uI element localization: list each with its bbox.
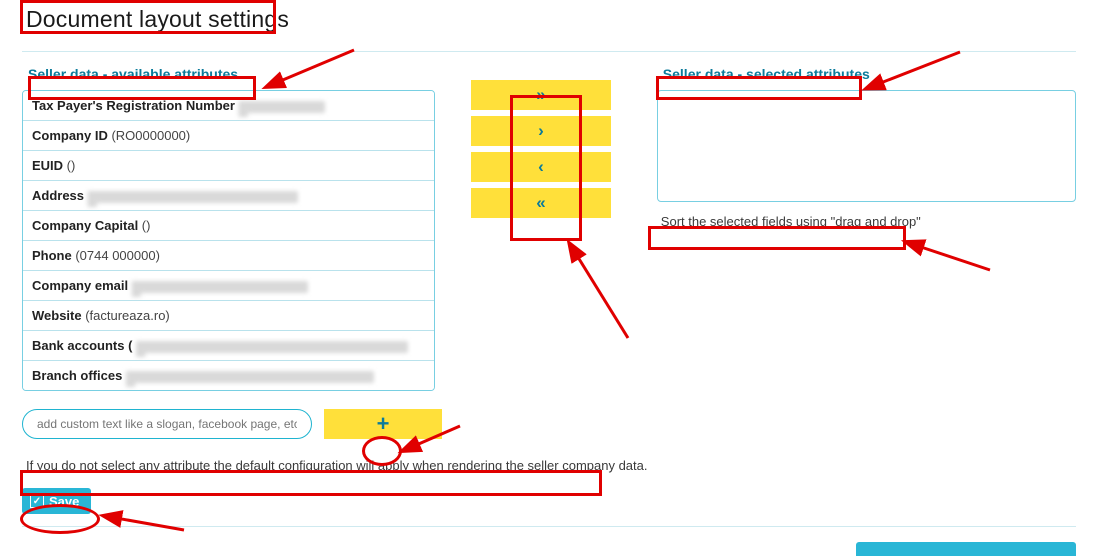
selected-heading: Seller data - selected attributes <box>657 62 876 86</box>
available-attribute-row[interactable]: Bank accounts ( █ <box>23 331 434 361</box>
attribute-label: Address <box>32 188 88 203</box>
attribute-label: Bank accounts ( <box>32 338 136 353</box>
save-button[interactable]: ✓ Save <box>22 488 91 514</box>
chevron-right-icon: › <box>538 121 544 141</box>
default-config-info: If you do not select any attribute the d… <box>22 455 1076 476</box>
move-all-left-button[interactable]: « <box>471 188 611 218</box>
available-attribute-row[interactable]: Company Capital () <box>23 211 434 241</box>
sort-help-text: Sort the selected fields using "drag and… <box>657 208 1076 235</box>
double-chevron-left-icon: « <box>536 193 545 213</box>
available-attribute-row[interactable]: Company email █ <box>23 271 434 301</box>
available-attribute-row[interactable]: Address █ <box>23 181 434 211</box>
attribute-label: Company ID <box>32 128 111 143</box>
attribute-label: Branch offices <box>32 368 126 383</box>
custom-text-input[interactable] <box>22 409 312 439</box>
attribute-label: Phone <box>32 248 75 263</box>
title-divider <box>22 51 1076 52</box>
available-heading: Seller data - available attributes <box>22 62 244 86</box>
available-attribute-row[interactable]: Branch offices █ <box>23 361 434 390</box>
chevron-left-icon: ‹ <box>538 157 544 177</box>
attribute-value: () <box>142 218 151 233</box>
available-panel: Tax Payer's Registration Number █Company… <box>22 90 435 391</box>
save-button-label: Save <box>49 494 79 509</box>
redacted-value: █ <box>126 371 374 383</box>
footer-button-partial[interactable] <box>856 542 1076 556</box>
available-attribute-row[interactable]: Website (factureaza.ro) <box>23 301 434 331</box>
attribute-value: (RO0000000) <box>111 128 190 143</box>
check-icon: ✓ <box>30 494 44 508</box>
redacted-value: █ <box>132 281 308 293</box>
attribute-label: Website <box>32 308 85 323</box>
available-attribute-row[interactable]: Company ID (RO0000000) <box>23 121 434 151</box>
selected-panel[interactable] <box>657 90 1076 202</box>
redacted-value: █ <box>239 101 325 113</box>
footer-divider <box>22 526 1076 527</box>
redacted-value: █ <box>88 191 298 203</box>
move-one-left-button[interactable]: ‹ <box>471 152 611 182</box>
add-custom-text-button[interactable]: + <box>324 409 442 439</box>
move-all-right-button[interactable]: » <box>471 80 611 110</box>
attribute-value: (factureaza.ro) <box>85 308 170 323</box>
plus-icon: + <box>377 411 390 437</box>
attribute-value: () <box>67 158 76 173</box>
attribute-label: EUID <box>32 158 67 173</box>
move-one-right-button[interactable]: › <box>471 116 611 146</box>
attribute-label: Company email <box>32 278 132 293</box>
double-chevron-right-icon: » <box>536 85 545 105</box>
available-attribute-row[interactable]: Phone (0744 000000) <box>23 241 434 271</box>
page-title: Document layout settings <box>22 0 297 37</box>
redacted-value: █ <box>136 341 408 353</box>
available-attribute-row[interactable]: EUID () <box>23 151 434 181</box>
attribute-value: (0744 000000) <box>75 248 160 263</box>
attribute-label: Company Capital <box>32 218 142 233</box>
available-attribute-row[interactable]: Tax Payer's Registration Number █ <box>23 91 434 121</box>
attribute-label: Tax Payer's Registration Number <box>32 98 239 113</box>
